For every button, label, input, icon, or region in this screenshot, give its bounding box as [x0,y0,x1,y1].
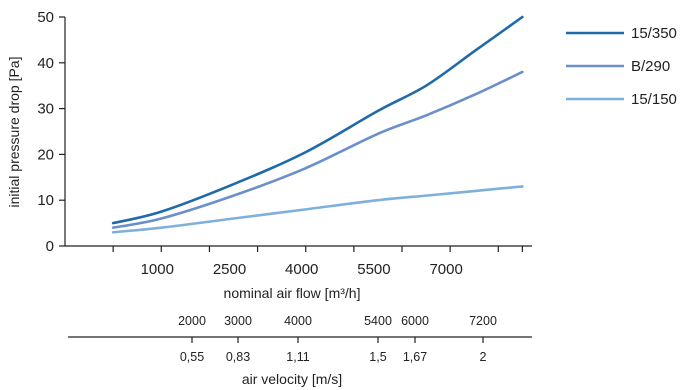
x-tick-label: 2500 [213,261,246,278]
y-axis: 0 10 20 30 40 50 [37,9,66,255]
secondary-axis: 2000 3000 4000 5400 6000 7200 0,55 0,83 1,11 1,5 1… [68,314,532,364]
x-tick-label: 4000 [285,261,318,278]
series-line-B-290 [111,70,524,229]
y-tick-label: 50 [37,9,54,26]
y-tick-label: 20 [37,146,54,163]
velocity-label: 1,5 [369,350,386,364]
x-axis-title: nominal air flow [m³/h] [224,285,361,301]
series-lines [111,15,524,234]
flow-label: 6000 [401,314,429,328]
flow-label: 5400 [364,314,392,328]
velocity-label: 0,83 [226,350,250,364]
velocity-label: 1,11 [286,350,309,364]
flow-label: 3000 [224,314,252,328]
x-tick-label: 5500 [357,261,390,278]
y-tick-label: 30 [37,101,54,118]
x-tick-label: 1000 [141,261,174,278]
flow-label: 4000 [284,314,312,328]
velocity-label: 2 [480,350,487,364]
flow-label: 2000 [178,314,206,328]
velocity-label: 1,67 [403,350,427,364]
legend-label: B/290 [631,58,670,75]
flow-label: 7200 [469,314,497,328]
y-axis-title: initial pressure drop [Pa] [6,57,22,208]
legend-label: 15/150 [631,91,677,108]
legend-label: 15/350 [631,25,677,42]
series-line-15-350 [111,15,524,225]
y-tick-label: 40 [37,55,54,72]
velocity-axis-title: air velocity [m/s] [242,371,342,387]
velocity-label: 0,55 [180,350,204,364]
x-axis: 1000 2500 4000 5500 7000 [65,245,532,278]
legend: 15/350 B/290 15/150 [566,25,677,108]
series-line-15-150 [111,185,524,234]
y-tick-label: 10 [37,192,54,209]
y-tick-label: 0 [46,238,54,255]
x-tick-label: 7000 [429,261,462,278]
